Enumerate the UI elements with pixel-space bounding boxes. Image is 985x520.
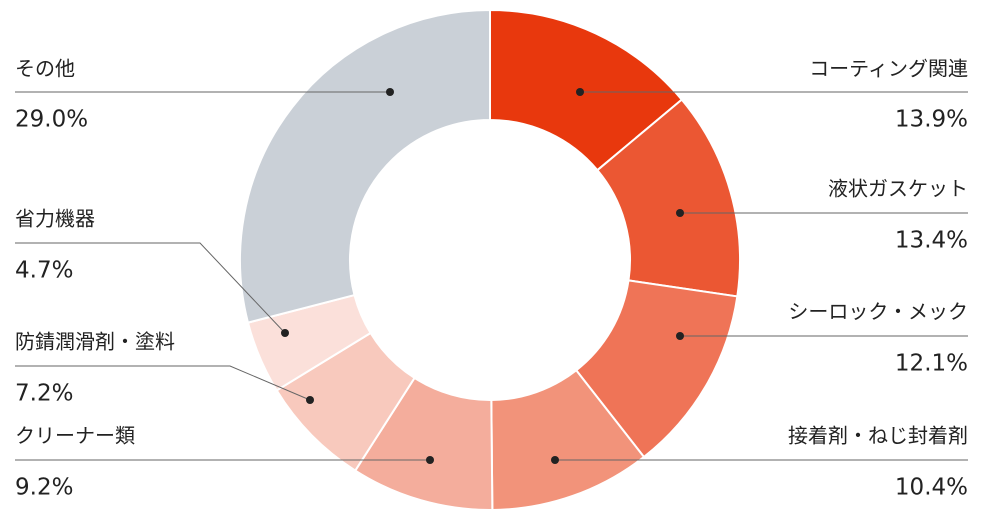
value-label: 29.0% — [15, 107, 88, 133]
leader-dot — [551, 456, 559, 464]
value-label: 13.9% — [895, 107, 968, 133]
donut-segment — [239, 8, 491, 324]
leader-dot — [386, 88, 394, 96]
category-label: 省力機器 — [15, 207, 95, 231]
value-label: 7.2% — [15, 381, 73, 407]
leader-dot — [426, 456, 434, 464]
value-label: 4.7% — [15, 258, 73, 284]
category-label: 液状ガスケット — [828, 177, 968, 201]
value-label: 12.1% — [895, 351, 968, 377]
leader-dot — [306, 396, 314, 404]
leader-dot — [676, 209, 684, 217]
category-label: クリーナー類 — [15, 424, 135, 448]
leader-dot — [676, 332, 684, 340]
category-label: コーティング関連 — [809, 57, 968, 81]
value-label: 9.2% — [15, 475, 73, 501]
leader-dot — [281, 329, 289, 337]
category-label: シーロック・メック — [788, 300, 968, 324]
category-label: 接着剤・ねじ封着剤 — [788, 424, 968, 448]
value-label: 10.4% — [895, 475, 968, 501]
leader-line — [15, 365, 311, 401]
category-label: 防錆潤滑剤・塗料 — [15, 330, 175, 354]
leader-dot — [576, 88, 584, 96]
value-label: 13.4% — [895, 228, 968, 254]
leader-line — [15, 242, 286, 334]
category-label: その他 — [15, 57, 75, 81]
